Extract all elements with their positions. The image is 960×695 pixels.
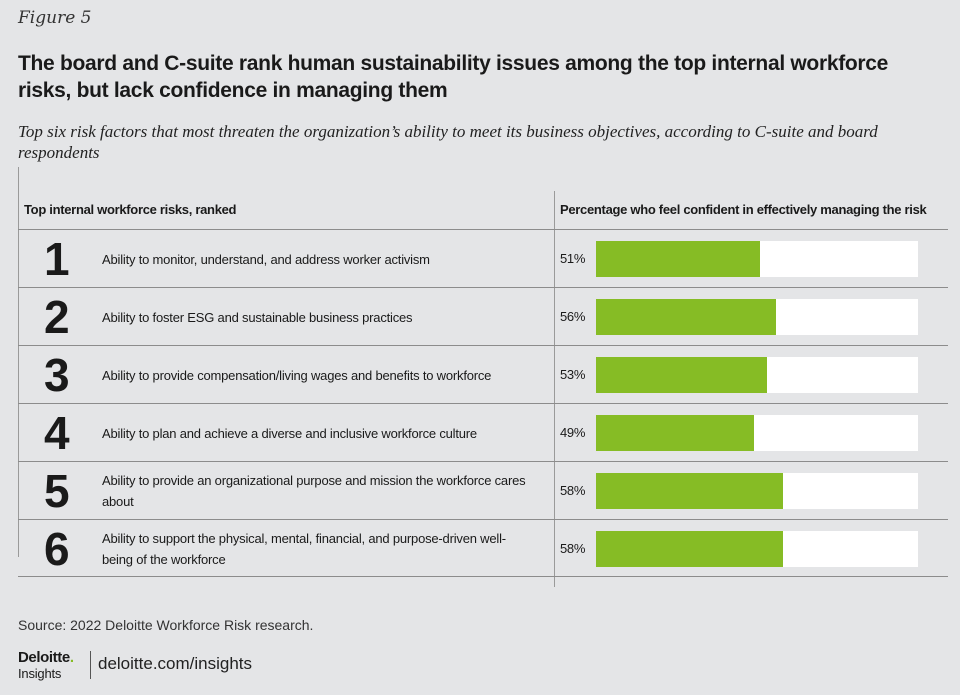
risk-label: Ability to foster ESG and sustainable bu… bbox=[102, 309, 413, 325]
risk-label: Ability to monitor, understand, and addr… bbox=[102, 251, 430, 267]
chart-subtitle: Top six risk factors that most threaten … bbox=[18, 122, 878, 162]
confidence-bar bbox=[596, 531, 783, 567]
percentage-label: 58% bbox=[560, 541, 586, 556]
rank-number: 1 bbox=[44, 233, 70, 285]
rank-number: 4 bbox=[44, 407, 70, 459]
footer-url: deloitte.com/insights bbox=[98, 654, 253, 673]
risk-label: Ability to provide an organizational pur… bbox=[102, 473, 526, 509]
confidence-bar bbox=[596, 473, 783, 509]
chart-title: The board and C-suite rank human sustain… bbox=[18, 52, 889, 102]
table-row: 5 Ability to provide an organizational pu… bbox=[18, 461, 948, 519]
rank-number: 2 bbox=[44, 291, 70, 343]
risk-label: Ability to plan and achieve a diverse an… bbox=[102, 425, 477, 441]
logo-subtitle: Insights bbox=[18, 666, 62, 681]
bar-track bbox=[596, 241, 918, 277]
table-row: 1 Ability to monitor, understand, and add… bbox=[18, 229, 948, 287]
table-row: 2 Ability to foster ESG and sustainable b… bbox=[18, 287, 948, 345]
confidence-bar bbox=[596, 299, 777, 335]
bar-track bbox=[596, 531, 918, 567]
table-row: 3 Ability to provide compensation/living … bbox=[18, 345, 948, 403]
rank-number: 5 bbox=[44, 465, 70, 517]
bar-track bbox=[596, 415, 918, 451]
risk-label: Ability to support the physical, mental,… bbox=[102, 531, 506, 567]
percentage-label: 53% bbox=[560, 367, 586, 382]
percentage-label: 51% bbox=[560, 251, 586, 266]
source-note: Source: 2022 Deloitte Workforce Risk res… bbox=[18, 617, 314, 633]
confidence-bar bbox=[596, 241, 761, 277]
confidence-bar bbox=[596, 415, 754, 451]
left-divider bbox=[18, 167, 19, 557]
rank-number: 3 bbox=[44, 349, 70, 401]
footer-separator bbox=[90, 651, 91, 679]
table-row: 6 Ability to support the physical, mental… bbox=[18, 519, 948, 577]
confidence-bar bbox=[596, 357, 767, 393]
percentage-label: 56% bbox=[560, 309, 586, 324]
bar-track bbox=[596, 357, 918, 393]
figure-label: Figure 5 bbox=[18, 8, 92, 28]
confidence-column-header: Percentage who feel confident in effecti… bbox=[560, 202, 927, 217]
deloitte-logo: Deloitte. bbox=[18, 649, 74, 666]
percentage-label: 58% bbox=[560, 483, 586, 498]
ranked-risk-chart: Top internal workforce risks, ranked Per… bbox=[18, 167, 948, 587]
risk-label: Ability to provide compensation/living w… bbox=[102, 367, 492, 383]
table-row: 4 Ability to plan and achieve a diverse a… bbox=[18, 403, 948, 461]
logo-wordmark: Deloitte bbox=[18, 649, 70, 666]
bar-track bbox=[596, 473, 918, 509]
percentage-label: 49% bbox=[560, 425, 586, 440]
risk-rows: 1 Ability to monitor, understand, and add… bbox=[18, 229, 948, 577]
column-divider bbox=[554, 191, 555, 587]
bar-track bbox=[596, 299, 918, 335]
risks-column-header: Top internal workforce risks, ranked bbox=[24, 202, 237, 217]
logo-dot: . bbox=[69, 649, 74, 666]
rank-number: 6 bbox=[44, 523, 70, 575]
